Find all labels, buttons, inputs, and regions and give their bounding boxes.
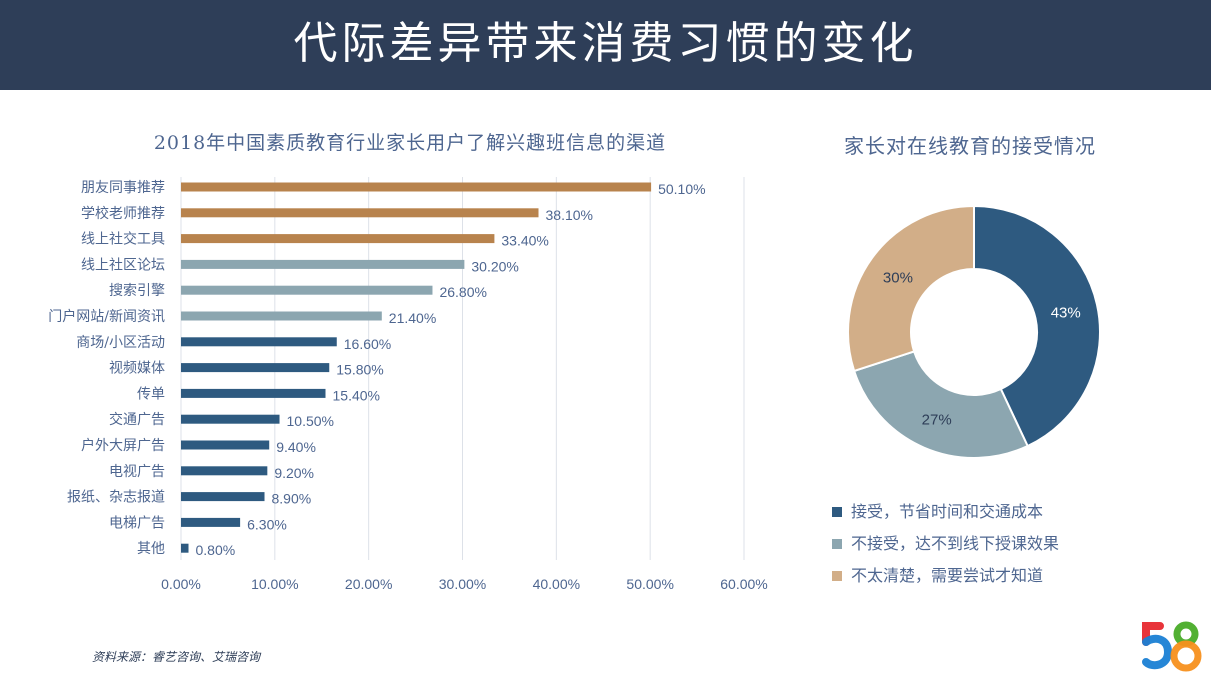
bar-value-label: 33.40% <box>501 233 548 249</box>
bar <box>181 234 495 244</box>
slice-value-label: 27% <box>922 411 952 428</box>
bar-value-label: 30.20% <box>471 258 518 274</box>
category-label: 交通广告 <box>109 411 165 428</box>
legend-item: 接受，节省时间和交通成本 <box>832 496 1059 528</box>
donut-legend: 接受，节省时间和交通成本 不接受，达不到线下授课效果 不太清楚，需要尝试才知道 <box>832 496 1059 592</box>
legend-label: 不接受，达不到线下授课效果 <box>851 534 1060 553</box>
bar-chart-title: 2018年中国素质教育行业家长用户了解兴趣班信息的渠道 <box>153 132 667 154</box>
legend-swatch <box>832 539 842 549</box>
bar <box>181 337 337 347</box>
bar-value-label: 16.60% <box>344 336 391 352</box>
category-label: 线上社交工具 <box>81 231 165 248</box>
category-label: 搜索引擎 <box>109 282 165 299</box>
x-tick-label: 60.00% <box>720 576 767 592</box>
bar-value-label: 6.30% <box>247 516 287 532</box>
donut-slice <box>973 204 1101 448</box>
legend-swatch <box>832 507 842 517</box>
bar-value-label: 10.50% <box>287 413 334 429</box>
bar <box>181 466 268 476</box>
category-label: 电梯广告 <box>109 515 165 531</box>
x-tick-label: 50.00% <box>626 576 673 592</box>
category-label: 报纸、杂志报道 <box>67 490 165 506</box>
bar-value-label: 26.80% <box>439 284 486 300</box>
bar <box>181 208 539 218</box>
legend-item: 不接受，达不到线下授课效果 <box>832 528 1059 560</box>
x-tick-label: 10.00% <box>251 576 298 592</box>
category-label: 其他 <box>137 541 165 557</box>
bar-value-label: 9.20% <box>274 465 314 481</box>
category-label: 朋友同事推荐 <box>81 180 165 196</box>
legend-label: 接受，节省时间和交通成本 <box>851 502 1044 521</box>
brand-logo-58 <box>1142 621 1202 672</box>
bar-value-label: 8.90% <box>272 491 312 507</box>
bar <box>181 492 265 502</box>
bar <box>181 414 280 424</box>
legend-label: 不太清楚，需要尝试才知道 <box>851 566 1044 585</box>
category-label: 视频媒体 <box>109 361 165 377</box>
source-note: 资料来源：睿艺咨询、艾瑞咨询 <box>92 650 261 664</box>
category-label: 线上社区论坛 <box>81 257 165 273</box>
bar-value-label: 0.80% <box>196 542 236 558</box>
x-tick-label: 30.00% <box>439 576 486 592</box>
bar-value-label: 9.40% <box>276 439 316 455</box>
x-tick-label: 40.00% <box>533 576 580 592</box>
page-title: 代际差异带来消费习惯的变化 <box>0 0 1211 90</box>
donut-slice <box>847 204 975 373</box>
category-label: 传单 <box>137 386 165 402</box>
bar <box>181 285 433 295</box>
legend-item: 不太清楚，需要尝试才知道 <box>832 560 1059 592</box>
donut-slice <box>852 350 1029 459</box>
legend-swatch <box>832 571 842 581</box>
bar <box>181 388 326 398</box>
slice-value-label: 43% <box>1051 304 1081 321</box>
category-label: 学校老师推荐 <box>81 205 165 222</box>
category-label: 电视广告 <box>109 464 165 480</box>
bar <box>181 311 382 321</box>
bar <box>181 363 330 373</box>
bar-value-label: 21.40% <box>389 310 436 326</box>
bar <box>181 517 241 527</box>
bar-value-label: 15.40% <box>333 387 380 403</box>
x-tick-label: 0.00% <box>161 576 201 592</box>
bar-value-label: 15.80% <box>336 362 383 378</box>
category-label: 门户网站/新闻资讯 <box>48 308 165 325</box>
bar-value-label: 50.10% <box>658 181 705 197</box>
x-tick-label: 20.00% <box>345 576 392 592</box>
bar <box>181 182 652 192</box>
donut-chart-title: 家长对在线教育的接受情况 <box>844 134 1096 158</box>
slice-value-label: 30% <box>883 270 913 287</box>
bar <box>181 440 270 450</box>
bar-value-label: 38.10% <box>546 207 593 223</box>
bar <box>181 259 465 269</box>
category-label: 商场/小区活动 <box>76 335 165 351</box>
category-label: 户外大屏广告 <box>81 437 165 454</box>
bar <box>181 543 189 553</box>
